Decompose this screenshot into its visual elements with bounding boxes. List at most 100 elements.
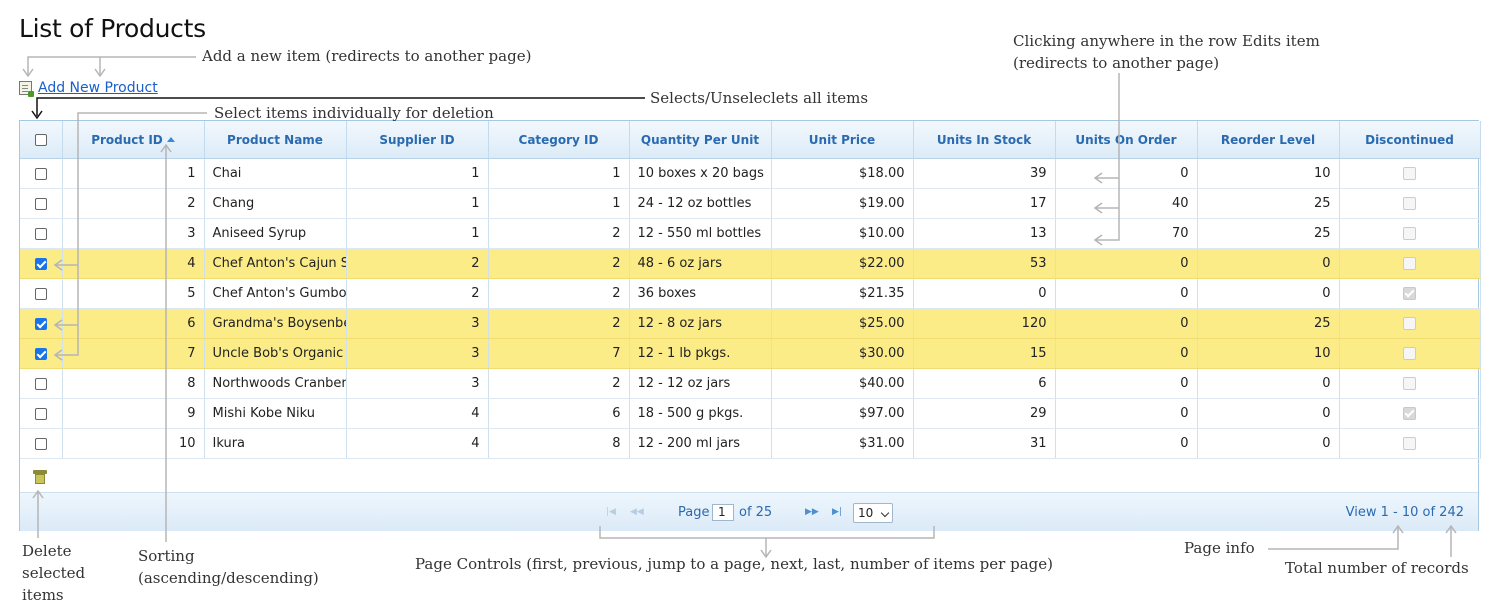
row-select-checkbox[interactable]: [34, 347, 47, 360]
product-name-cell: Chai: [204, 158, 347, 189]
supplier-id-cell: 2: [346, 248, 489, 279]
row-select-cell[interactable]: [20, 158, 63, 189]
trash-icon[interactable]: [33, 470, 47, 485]
row-select-cell[interactable]: [20, 308, 63, 339]
column-header[interactable]: Category ID: [488, 121, 630, 159]
page-label: Page: [678, 505, 710, 520]
reorder-level-cell: 0: [1197, 368, 1340, 399]
per-page-select[interactable]: 10: [853, 503, 893, 523]
annotation-sorting-line1: Sorting: [138, 547, 195, 565]
column-header[interactable]: Product ID: [62, 121, 205, 159]
table-row[interactable]: 8 Northwoods Cranber 3 2 12 - 12 oz jars $40.…: [20, 368, 1481, 399]
supplier-id-cell: 1: [346, 188, 489, 219]
discontinued-checkbox: [1403, 227, 1416, 240]
row-select-cell[interactable]: [20, 338, 63, 369]
unit-price-cell: $31.00: [771, 428, 914, 459]
unit-price-cell: $21.35: [771, 278, 914, 309]
table-row[interactable]: 9 Mishi Kobe Niku 4 6 18 - 500 g pkgs. $97.00…: [20, 398, 1481, 429]
next-page-icon[interactable]: ▶▶: [805, 507, 819, 517]
first-page-icon[interactable]: |◀: [606, 507, 616, 517]
sort-ascending-icon[interactable]: [166, 136, 175, 142]
table-row[interactable]: 3 Aniseed Syrup 1 2 12 - 550 ml bottles $10.0…: [20, 218, 1481, 249]
table-row[interactable]: 7 Uncle Bob's Organic 3 7 12 - 1 lb pkgs. $30…: [20, 338, 1481, 369]
annotation-sorting-line2: (ascending/descending): [138, 569, 319, 587]
column-header[interactable]: Quantity Per Unit: [629, 121, 772, 159]
discontinued-cell: [1339, 158, 1481, 189]
category-id-cell: 2: [488, 368, 630, 399]
product-id-cell: 10: [62, 428, 205, 459]
trash-can-shape: [35, 474, 45, 484]
units-in-stock-cell: 15: [913, 338, 1056, 369]
column-header[interactable]: Supplier ID: [346, 121, 489, 159]
product-id-cell: 5: [62, 278, 205, 309]
reorder-level-cell: 10: [1197, 158, 1340, 189]
product-name-cell: Chef Anton's Gumbo: [204, 278, 347, 309]
row-select-checkbox[interactable]: [34, 287, 47, 300]
discontinued-cell: [1339, 248, 1481, 279]
table-row[interactable]: 6 Grandma's Boysenbe 3 2 12 - 8 oz jars $25.0…: [20, 308, 1481, 339]
table-row[interactable]: 1 Chai 1 1 10 boxes x 20 bags $18.00 39 0 10: [20, 158, 1481, 189]
column-header-label: Unit Price: [808, 132, 876, 147]
units-in-stock-cell: 39: [913, 158, 1056, 189]
row-select-cell[interactable]: [20, 218, 63, 249]
product-name-cell: Chef Anton's Cajun S: [204, 248, 347, 279]
table-row[interactable]: 4 Chef Anton's Cajun S 2 2 48 - 6 oz jars $22…: [20, 248, 1481, 279]
column-header[interactable]: Reorder Level: [1197, 121, 1340, 159]
annotation-delete-line1: Delete: [22, 542, 72, 560]
units-on-order-cell: 70: [1055, 218, 1198, 249]
add-document-icon[interactable]: [19, 81, 34, 97]
column-header[interactable]: Discontinued: [1339, 121, 1481, 159]
column-header[interactable]: Units On Order: [1055, 121, 1198, 159]
discontinued-checkbox: [1403, 437, 1416, 450]
row-select-checkbox[interactable]: [34, 167, 47, 180]
page-number-input[interactable]: 1: [712, 504, 734, 521]
column-header[interactable]: Units In Stock: [913, 121, 1056, 159]
product-name-cell: Mishi Kobe Niku: [204, 398, 347, 429]
table-row[interactable]: 2 Chang 1 1 24 - 12 oz bottles $19.00 17 40 25: [20, 188, 1481, 219]
unit-price-cell: $30.00: [771, 338, 914, 369]
add-new-product-link[interactable]: Add New Product: [38, 80, 158, 96]
pager: |◀ ◀◀ Page 1 of 25 ▶▶ ▶| 10 View 1 - 10 …: [20, 492, 1478, 531]
row-select-cell[interactable]: [20, 368, 63, 399]
quantity-per-unit-cell: 12 - 8 oz jars: [629, 308, 772, 339]
select-all-checkbox[interactable]: [34, 134, 47, 146]
row-select-checkbox[interactable]: [34, 317, 47, 330]
row-select-cell[interactable]: [20, 248, 63, 279]
row-select-checkbox[interactable]: [34, 377, 47, 390]
products-table: Product ID Product Name Supplier ID Cate…: [20, 121, 1481, 459]
add-item-arrow-line: [27, 56, 196, 75]
column-header[interactable]: Product Name: [204, 121, 347, 159]
discontinued-checkbox: [1403, 347, 1416, 360]
row-select-cell[interactable]: [20, 398, 63, 429]
column-header[interactable]: Unit Price: [771, 121, 914, 159]
row-select-checkbox[interactable]: [34, 257, 47, 270]
table-row[interactable]: 5 Chef Anton's Gumbo 2 2 36 boxes $21.35 0 0 0: [20, 278, 1481, 309]
row-select-cell[interactable]: [20, 278, 63, 309]
discontinued-checkbox: [1403, 287, 1416, 300]
discontinued-checkbox: [1403, 197, 1416, 210]
row-select-checkbox[interactable]: [34, 227, 47, 240]
supplier-id-cell: 3: [346, 368, 489, 399]
units-on-order-cell: 0: [1055, 308, 1198, 339]
unit-price-cell: $18.00: [771, 158, 914, 189]
table-row[interactable]: 10 Ikura 4 8 12 - 200 ml jars $31.00 31 0 0: [20, 428, 1481, 459]
product-id-cell: 1: [62, 158, 205, 189]
supplier-id-cell: 4: [346, 428, 489, 459]
annotation-total-records: Total number of records: [1285, 559, 1469, 577]
units-on-order-cell: 0: [1055, 338, 1198, 369]
row-select-checkbox[interactable]: [34, 407, 47, 420]
supplier-id-cell: 3: [346, 338, 489, 369]
unit-price-cell: $97.00: [771, 398, 914, 429]
previous-page-icon[interactable]: ◀◀: [630, 507, 644, 517]
select-all-header[interactable]: [20, 121, 63, 159]
discontinued-cell: [1339, 398, 1481, 429]
supplier-id-cell: 1: [346, 218, 489, 249]
add-product-control[interactable]: Add New Product: [19, 79, 158, 97]
last-page-icon[interactable]: ▶|: [832, 507, 842, 517]
row-select-cell[interactable]: [20, 428, 63, 459]
row-select-cell[interactable]: [20, 188, 63, 219]
page-title: List of Products: [19, 14, 206, 43]
row-select-checkbox[interactable]: [34, 437, 47, 450]
row-select-checkbox[interactable]: [34, 197, 47, 210]
quantity-per-unit-cell: 12 - 200 ml jars: [629, 428, 772, 459]
